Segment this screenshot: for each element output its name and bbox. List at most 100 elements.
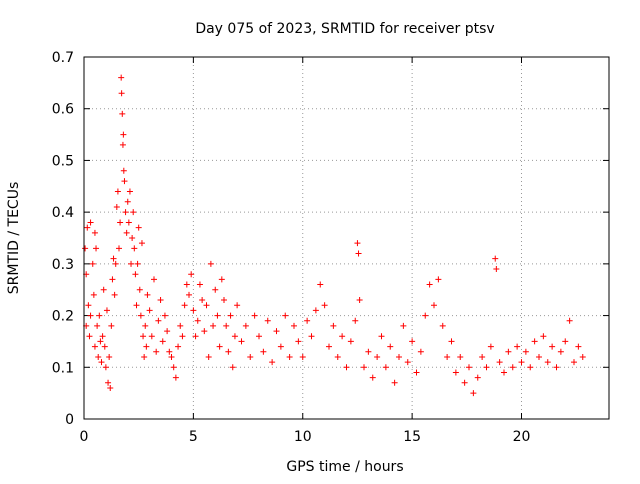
data-point bbox=[123, 229, 130, 236]
data-point bbox=[95, 353, 102, 360]
data-point bbox=[132, 271, 139, 278]
data-point bbox=[501, 369, 507, 376]
data-point bbox=[155, 317, 162, 324]
data-point bbox=[509, 364, 516, 371]
y-tick-label: 0.2 bbox=[52, 309, 74, 325]
data-point bbox=[391, 379, 398, 386]
data-point bbox=[192, 333, 199, 340]
data-point bbox=[170, 364, 177, 371]
data-point bbox=[91, 229, 98, 236]
data-point bbox=[227, 312, 234, 319]
data-point bbox=[536, 353, 542, 360]
data-point bbox=[439, 322, 446, 329]
data-point bbox=[87, 219, 94, 226]
data-point bbox=[108, 322, 115, 329]
data-point bbox=[247, 353, 254, 360]
data-point bbox=[153, 348, 160, 355]
data-point bbox=[326, 343, 332, 350]
data-point bbox=[90, 291, 97, 298]
data-point bbox=[382, 364, 389, 371]
data-point bbox=[312, 307, 319, 314]
data-point bbox=[151, 276, 157, 283]
data-point bbox=[97, 338, 104, 345]
data-point bbox=[575, 343, 582, 350]
data-point bbox=[111, 291, 118, 298]
data-point bbox=[231, 333, 238, 340]
data-point bbox=[251, 312, 258, 319]
data-point bbox=[100, 286, 107, 293]
x-tick-label: 15 bbox=[403, 429, 421, 445]
data-point bbox=[378, 333, 385, 340]
data-point bbox=[218, 276, 225, 283]
data-point bbox=[369, 374, 376, 381]
data-point bbox=[461, 379, 468, 386]
data-point bbox=[457, 353, 464, 360]
data-point bbox=[269, 359, 276, 366]
data-point bbox=[201, 328, 208, 335]
data-point bbox=[119, 110, 126, 117]
y-tick-label: 0.7 bbox=[52, 50, 74, 66]
data-point bbox=[207, 260, 214, 267]
data-point bbox=[334, 353, 341, 360]
data-point bbox=[505, 348, 512, 355]
data-point bbox=[400, 322, 407, 329]
data-point bbox=[330, 322, 337, 329]
data-point bbox=[413, 369, 420, 376]
data-point bbox=[134, 260, 141, 267]
data-point bbox=[179, 333, 186, 340]
data-point bbox=[282, 312, 289, 319]
data-point bbox=[417, 348, 424, 355]
data-point bbox=[119, 141, 126, 148]
data-point bbox=[186, 291, 192, 298]
y-tick-label: 0 bbox=[65, 412, 74, 428]
data-point bbox=[273, 328, 280, 335]
data-point bbox=[452, 369, 459, 376]
data-point bbox=[129, 235, 136, 241]
x-tick-label: 20 bbox=[513, 429, 531, 445]
data-point bbox=[89, 260, 96, 267]
x-tick-label: 0 bbox=[80, 429, 89, 445]
data-point bbox=[295, 338, 302, 345]
data-point bbox=[141, 353, 148, 360]
data-point bbox=[396, 353, 402, 360]
data-point bbox=[140, 333, 147, 340]
data-point bbox=[321, 302, 328, 309]
data-point bbox=[238, 338, 245, 345]
data-point bbox=[138, 240, 145, 247]
data-point bbox=[527, 364, 534, 371]
data-point bbox=[492, 255, 499, 262]
data-point bbox=[131, 245, 138, 252]
data-point bbox=[177, 322, 184, 329]
data-point bbox=[86, 333, 93, 340]
data-point bbox=[96, 312, 103, 319]
y-tick-label: 0.4 bbox=[52, 205, 74, 221]
points-layer bbox=[82, 74, 586, 397]
data-point bbox=[133, 302, 140, 309]
data-point bbox=[553, 364, 560, 371]
data-point bbox=[343, 364, 350, 371]
data-point bbox=[175, 343, 182, 350]
data-point bbox=[164, 328, 171, 335]
y-tick-label: 0.6 bbox=[52, 102, 74, 118]
data-point bbox=[571, 359, 577, 366]
data-point bbox=[212, 286, 219, 293]
data-point bbox=[142, 322, 149, 329]
data-point bbox=[128, 260, 135, 267]
data-point bbox=[242, 322, 249, 329]
data-point bbox=[404, 359, 411, 366]
data-point bbox=[470, 390, 477, 397]
data-point bbox=[161, 312, 168, 319]
data-point bbox=[114, 188, 121, 195]
data-point bbox=[221, 297, 227, 304]
data-point bbox=[117, 219, 124, 226]
data-point bbox=[277, 343, 284, 350]
data-point bbox=[146, 307, 153, 314]
x-tick-label: 10 bbox=[294, 429, 312, 445]
data-point bbox=[214, 312, 221, 319]
data-point bbox=[194, 317, 201, 324]
data-point bbox=[99, 333, 106, 340]
data-point bbox=[223, 322, 230, 329]
data-point bbox=[118, 90, 125, 97]
data-point bbox=[101, 343, 108, 350]
data-point bbox=[496, 359, 503, 366]
